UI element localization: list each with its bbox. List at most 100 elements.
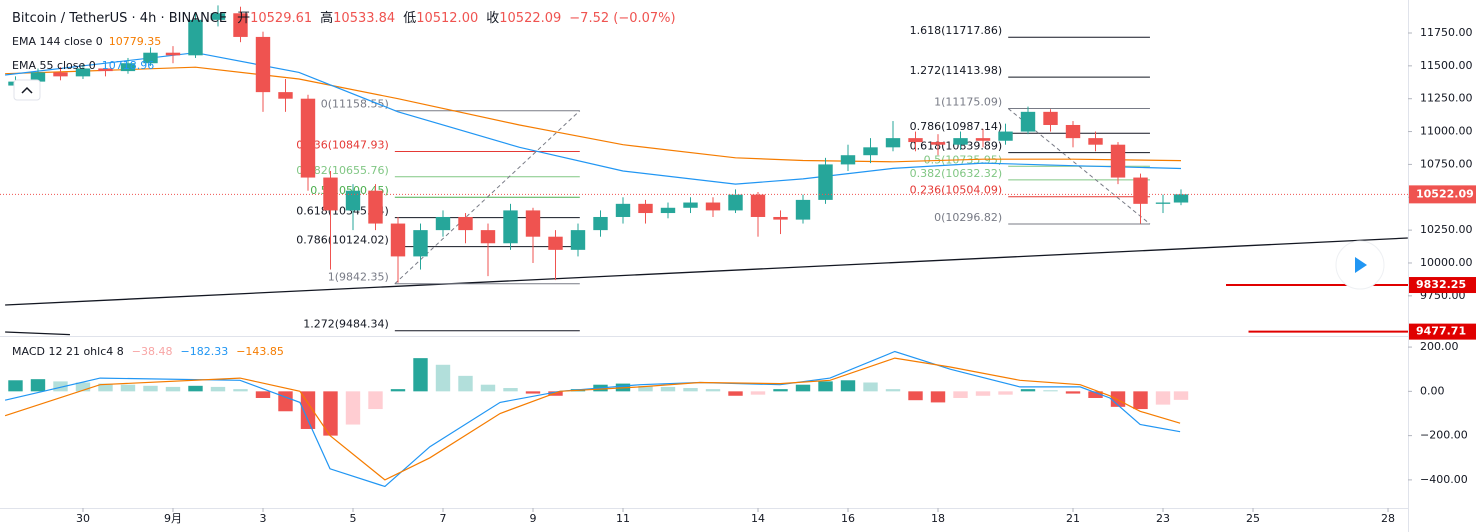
ohlc-key: 开 (237, 11, 250, 26)
macd-histogram-bar (255, 391, 271, 398)
macd-histogram-bar (1088, 391, 1103, 398)
macd-histogram-bar (233, 389, 248, 392)
macd-histogram-bar (930, 391, 946, 403)
macd-histogram-bar (165, 386, 181, 392)
candle-body (1043, 111, 1058, 125)
macd-histogram-bar (210, 386, 226, 392)
x-tick-label: 9 (529, 512, 536, 525)
x-tick-label: 14 (751, 512, 765, 525)
macd-histogram-bar (750, 391, 766, 395)
candle-body (840, 155, 856, 165)
x-tick-label: 18 (931, 512, 945, 525)
macd-histogram-bar (840, 380, 856, 392)
fib-label: 0.382(10655.76) (296, 164, 389, 177)
candle-body (1065, 124, 1081, 139)
x-tick-label: 7 (439, 512, 446, 525)
candle-body (30, 72, 46, 82)
macd-histogram-bar (638, 385, 653, 392)
macd-histogram-bar (120, 384, 136, 392)
candle-body (53, 72, 68, 77)
fib-label: 1.272(11413.98) (910, 64, 1003, 77)
ema-name: EMA 55 close 0 (12, 59, 96, 72)
macd-histogram-bar (413, 358, 428, 392)
macd-histogram-bar (345, 391, 361, 425)
macd-histogram-bar (458, 375, 473, 392)
fib-label: 0.786(10987.14) (910, 120, 1003, 133)
candle-body (570, 230, 586, 250)
price-label: 9477.71 (1416, 325, 1466, 338)
fib-label: 0.382(10632.32) (910, 167, 1003, 180)
macd-histogram-bar (1133, 391, 1148, 410)
macd-line (4, 357, 1181, 481)
ema-legend: EMA 144 close 0 10779.35 (12, 35, 161, 48)
price-label-box (1409, 277, 1476, 294)
candle-body (638, 203, 653, 214)
candle-body (953, 138, 968, 145)
candle-body (210, 13, 226, 20)
y-tick-label: −400.00 (1420, 473, 1468, 486)
y-tick-label: 10250.00 (1420, 223, 1473, 236)
candle-body (773, 216, 788, 220)
candle-body (233, 13, 248, 37)
candle-body (120, 63, 136, 72)
candle-body (188, 19, 203, 56)
ohlc-value: 10533.84 (333, 11, 395, 26)
x-tick-label: 11 (616, 512, 630, 525)
candle-body (143, 52, 158, 64)
macd-histogram-bar (1065, 391, 1081, 394)
macd-histogram-bar (323, 391, 338, 436)
macd-value: −182.33 (180, 345, 228, 358)
macd-histogram-bar (908, 391, 923, 401)
trend-line (5, 331, 70, 336)
candle-body (1133, 177, 1148, 204)
candle-body (930, 142, 946, 145)
x-tick-label: 3 (259, 512, 266, 525)
play-button[interactable] (1335, 240, 1385, 290)
y-tick-label: 11500.00 (1420, 59, 1473, 72)
fib-label: 0.786(10124.02) (296, 234, 389, 247)
macd-histogram-bar (480, 384, 496, 392)
price-label-box (1409, 323, 1476, 340)
y-tick-label: 0.00 (1420, 384, 1445, 397)
change-value: −7.52 (−0.07%) (569, 11, 675, 26)
macd-line (4, 350, 1181, 488)
macd-histogram-bar (53, 381, 68, 392)
macd-histogram-bar (683, 388, 698, 392)
candle-body (615, 203, 631, 217)
x-tick-label: 9月 (164, 512, 182, 525)
candle-body (1088, 138, 1103, 145)
ohlc-value: 10522.09 (499, 11, 561, 26)
macd-histogram-bar (773, 389, 788, 392)
macd-histogram-bar (795, 384, 811, 392)
y-tick-label: 11000.00 (1420, 125, 1473, 138)
ema-value: 10718.96 (102, 59, 155, 72)
collapse-box[interactable] (13, 79, 41, 101)
candle-body (705, 202, 721, 211)
candle-body (795, 199, 811, 220)
macd-histogram-bar (1043, 390, 1058, 392)
macd-histogram-bar (953, 391, 968, 398)
macd-histogram-bar (30, 379, 46, 392)
x-tick-label: 23 (1156, 512, 1170, 525)
ohlc-value: 10512.00 (416, 11, 478, 26)
candle-body (683, 202, 698, 208)
candle-body (458, 216, 473, 231)
collapse-button[interactable] (13, 79, 41, 101)
candle-body (975, 138, 991, 141)
macd-value: −143.85 (236, 345, 284, 358)
y-tick-label: 11250.00 (1420, 92, 1473, 105)
macd-histogram-bar (975, 391, 991, 396)
ohlc-key: 收 (486, 11, 499, 26)
macd-histogram-bar (98, 383, 113, 392)
candle-body (818, 164, 833, 200)
macd-histogram-bar (503, 388, 518, 392)
candle-body (525, 210, 541, 237)
y-tick-label: 10750.00 (1420, 157, 1473, 170)
macd-title: MACD 12 21 ohlc4 8 (12, 345, 124, 358)
symbol-title: Bitcoin / TetherUS · 4h · BINANCE (12, 11, 227, 26)
macd-histogram-bar (1020, 389, 1036, 392)
macd-histogram-bar (390, 389, 406, 392)
